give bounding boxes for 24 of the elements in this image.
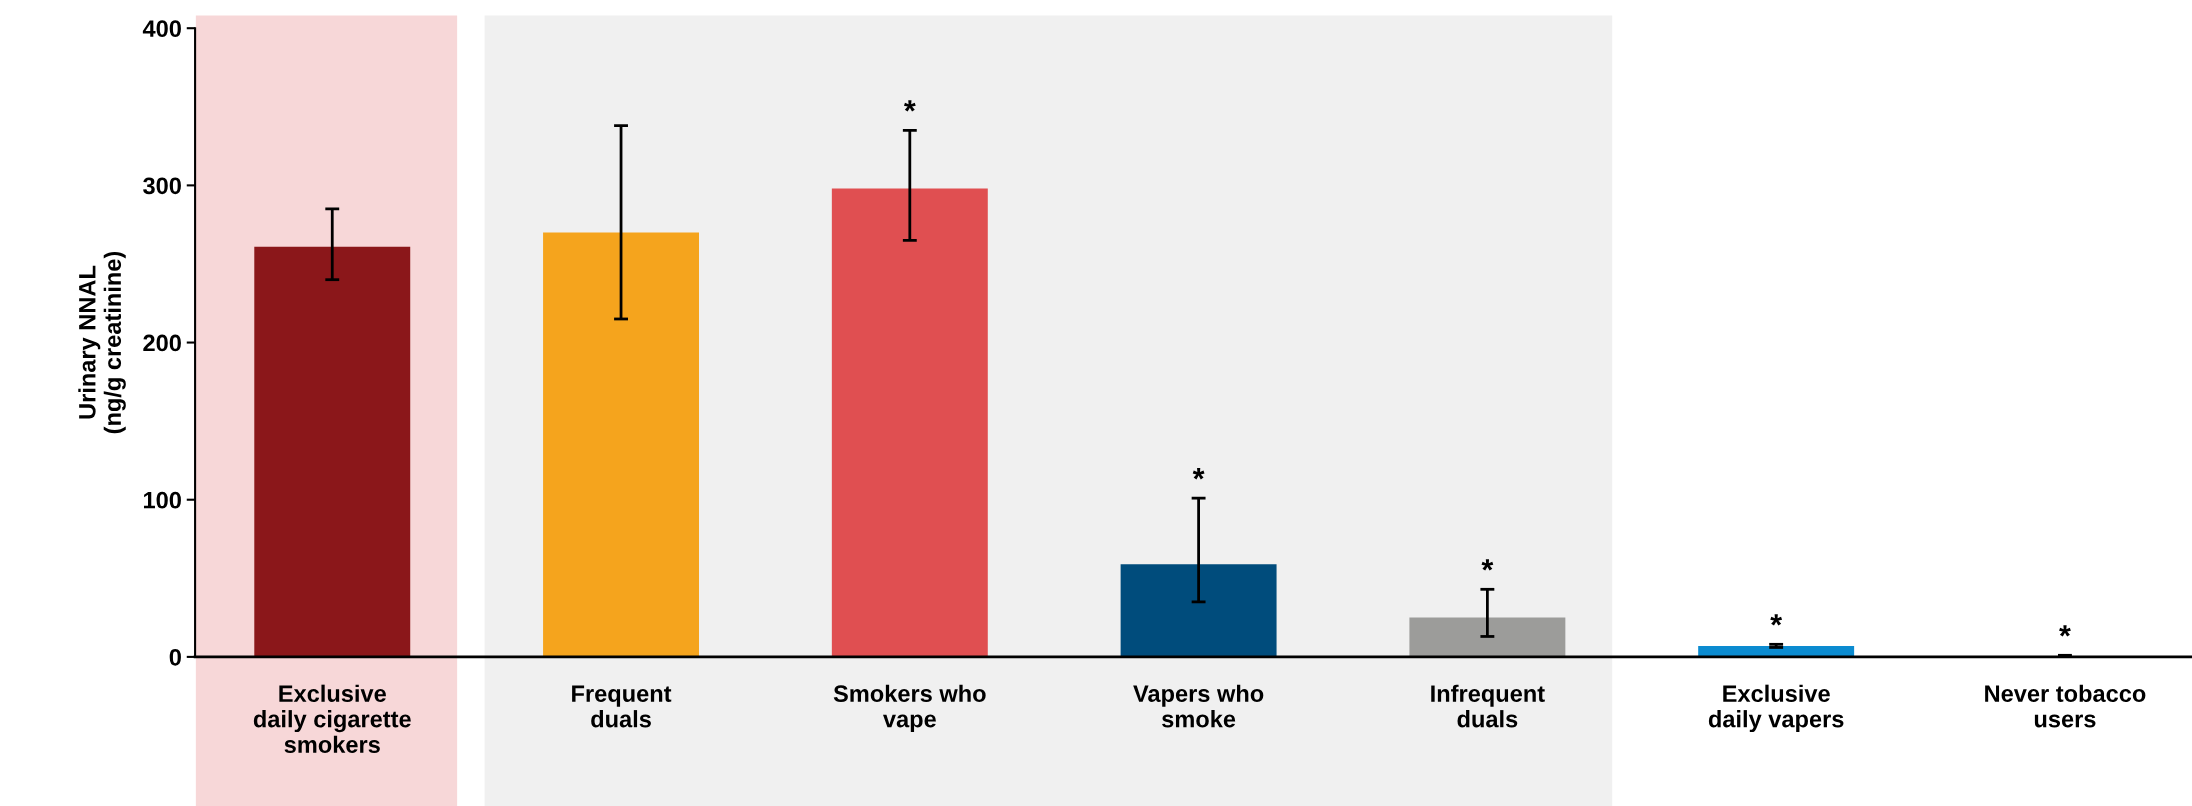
x-tick-label: Exclusive daily cigarette smokers: [253, 684, 411, 753]
x-tick-label: Never tobacco users: [1985, 684, 2146, 728]
bar: [1409, 617, 1566, 657]
x-tick-label: Vapers who smoke: [1133, 684, 1264, 728]
y-tick-label: 400: [142, 20, 181, 37]
y-tick-label: 300: [143, 177, 181, 195]
bar: [254, 246, 411, 657]
bar: [543, 232, 700, 657]
annotation: *: [903, 100, 916, 112]
annotation: *: [2059, 625, 2071, 637]
annotation: *: [1770, 614, 1783, 626]
annotation: *: [1192, 468, 1205, 480]
x-tick-label: Smokers who vape: [833, 684, 986, 733]
y-tick-label: 0: [169, 648, 181, 666]
y-tick-label: 200: [143, 334, 181, 352]
bar: [1120, 564, 1277, 657]
bar: [831, 188, 988, 657]
annotation: *: [1481, 559, 1494, 571]
x-tick-label: Infrequent duals: [1431, 684, 1545, 728]
y-tick-label: 100: [143, 491, 181, 509]
x-tick-label: Frequent duals: [572, 685, 672, 728]
x-tick-label: Exclusive daily vapers: [1708, 684, 1844, 733]
bar: [1698, 645, 1855, 657]
y-axis-title: Urinary NNAL (ng/g creatinine): [78, 251, 126, 434]
